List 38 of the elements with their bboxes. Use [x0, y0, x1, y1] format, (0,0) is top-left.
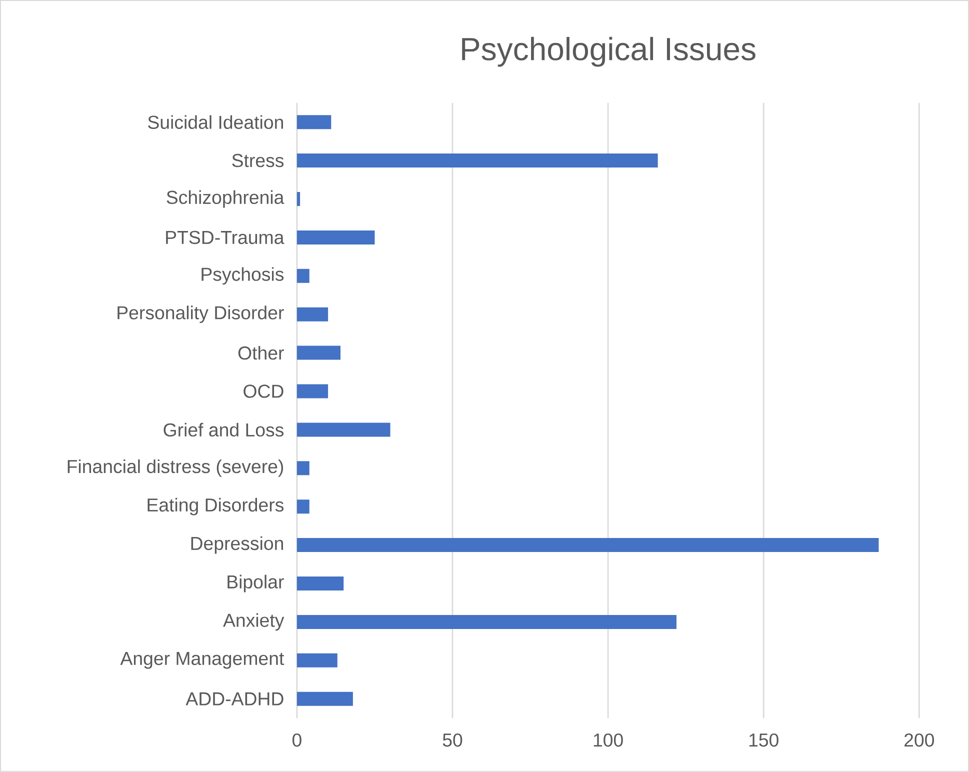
y-tick-label: Schizophrenia [166, 190, 284, 208]
x-tick-label: 50 [442, 733, 462, 747]
y-tick-label: Anger Management [120, 652, 284, 669]
y-tick-label: Financial distress (severe) [68, 459, 284, 477]
bar [296, 346, 340, 360]
y-tick-label: Suicidal Ideation [148, 115, 283, 129]
y-tick-label: Other [238, 346, 284, 360]
bar [296, 192, 300, 206]
y-tick-label: Anxiety [223, 613, 284, 631]
y-tick-label: Bipolar [228, 574, 284, 592]
y-tick-label: Stress [232, 154, 284, 168]
bar [296, 307, 328, 322]
bar [296, 230, 375, 244]
y-tick-label: OCD [244, 384, 284, 398]
y-tick-label: Eating Disorders [148, 498, 284, 516]
bar [296, 115, 332, 130]
bar [296, 422, 390, 437]
bar [296, 461, 310, 476]
bar [296, 268, 310, 283]
bar [296, 154, 658, 168]
chart-title: Psychological Issues [462, 36, 756, 67]
bar [296, 692, 353, 706]
y-tick-label: PTSD-Trauma [166, 230, 284, 244]
bar [296, 614, 676, 629]
bar [296, 653, 338, 668]
bar [296, 576, 344, 591]
x-tick-label: 200 [904, 733, 934, 747]
x-tick-label: 0 [292, 733, 302, 747]
y-tick-label: ADD-ADHD [186, 692, 284, 706]
y-tick-label: Grief and Loss [164, 422, 284, 437]
bar [296, 384, 328, 398]
x-tick-label: 150 [749, 733, 778, 747]
y-tick-label: Depression [191, 536, 283, 554]
y-tick-label: Psychosis [202, 267, 284, 285]
y-tick-label: Personality Disorder [118, 306, 284, 324]
bar [296, 538, 879, 552]
bar [296, 500, 310, 514]
x-tick-label: 100 [594, 733, 623, 747]
